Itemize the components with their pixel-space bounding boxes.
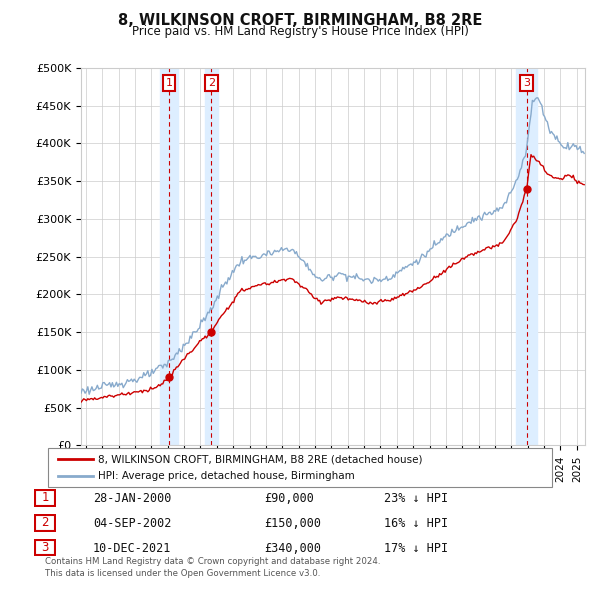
Text: 8, WILKINSON CROFT, BIRMINGHAM, B8 2RE (detached house): 8, WILKINSON CROFT, BIRMINGHAM, B8 2RE (…	[98, 454, 423, 464]
FancyBboxPatch shape	[35, 514, 55, 531]
Bar	[516, 68, 538, 445]
Text: 28-JAN-2000: 28-JAN-2000	[93, 492, 172, 505]
Text: 10-DEC-2021: 10-DEC-2021	[93, 542, 172, 555]
Text: £340,000: £340,000	[264, 542, 321, 555]
FancyBboxPatch shape	[35, 539, 55, 556]
Text: 2: 2	[208, 78, 215, 88]
Text: 17% ↓ HPI: 17% ↓ HPI	[384, 542, 448, 555]
Text: 2: 2	[41, 516, 49, 529]
Text: £150,000: £150,000	[264, 517, 321, 530]
Text: £90,000: £90,000	[264, 492, 314, 505]
Text: 8, WILKINSON CROFT, BIRMINGHAM, B8 2RE: 8, WILKINSON CROFT, BIRMINGHAM, B8 2RE	[118, 13, 482, 28]
Text: 3: 3	[41, 541, 49, 554]
Text: 16% ↓ HPI: 16% ↓ HPI	[384, 517, 448, 530]
Text: Contains HM Land Registry data © Crown copyright and database right 2024.: Contains HM Land Registry data © Crown c…	[45, 558, 380, 566]
Text: 3: 3	[523, 78, 530, 88]
Bar	[205, 68, 218, 445]
Text: 1: 1	[166, 78, 172, 88]
FancyBboxPatch shape	[35, 490, 55, 506]
Text: HPI: Average price, detached house, Birmingham: HPI: Average price, detached house, Birm…	[98, 471, 355, 481]
Bar	[160, 68, 178, 445]
Text: Price paid vs. HM Land Registry's House Price Index (HPI): Price paid vs. HM Land Registry's House …	[131, 25, 469, 38]
Text: This data is licensed under the Open Government Licence v3.0.: This data is licensed under the Open Gov…	[45, 569, 320, 578]
FancyBboxPatch shape	[48, 448, 552, 487]
Text: 1: 1	[41, 491, 49, 504]
Text: 04-SEP-2002: 04-SEP-2002	[93, 517, 172, 530]
Text: 23% ↓ HPI: 23% ↓ HPI	[384, 492, 448, 505]
